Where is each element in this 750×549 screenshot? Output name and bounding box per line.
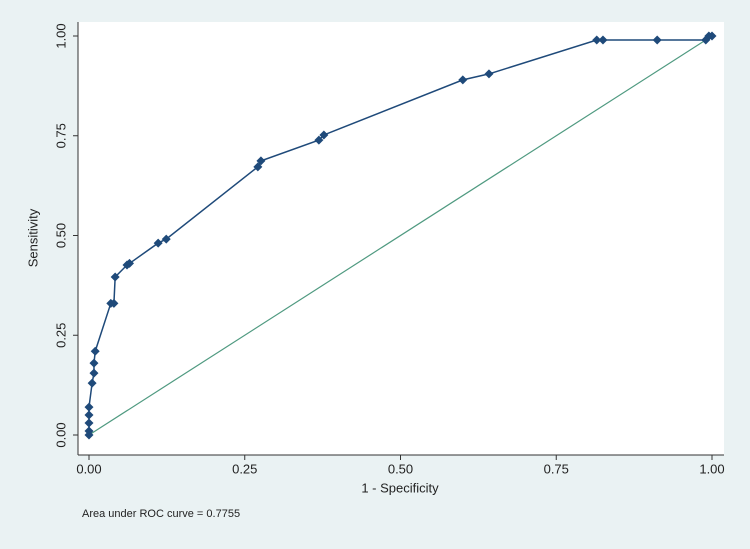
- y-tick-label: 0.00: [53, 422, 68, 447]
- point-marker: [84, 410, 94, 420]
- point-marker: [89, 358, 99, 368]
- x-tick-label: 0.75: [544, 461, 569, 476]
- point-marker: [458, 75, 468, 85]
- x-axis-label: 1 - Specificity: [361, 480, 439, 495]
- x-tick-label: 0.25: [232, 461, 257, 476]
- x-tick-label: 0.50: [388, 461, 413, 476]
- reference-line: [88, 35, 713, 436]
- point-marker: [84, 426, 94, 436]
- point-marker: [484, 69, 494, 79]
- annotation: Area under ROC curve = 0.7755: [82, 508, 240, 520]
- point-marker: [89, 368, 99, 378]
- point-marker: [253, 162, 263, 172]
- y-tick-label: 0.50: [53, 223, 68, 248]
- point-marker: [84, 418, 94, 428]
- point-marker: [110, 272, 120, 282]
- y-tick-label: 0.75: [53, 123, 68, 148]
- point-marker: [256, 156, 266, 166]
- y-tick-label: 0.25: [53, 323, 68, 348]
- point-marker: [124, 258, 134, 268]
- point-marker: [84, 402, 94, 412]
- plot-area: [78, 22, 724, 455]
- y-axis-label: Sensitivity: [25, 208, 40, 267]
- x-tick-label: 1.00: [699, 461, 724, 476]
- point-marker: [598, 35, 608, 45]
- point-marker: [319, 130, 329, 140]
- point-marker: [592, 35, 602, 45]
- point-marker: [109, 298, 119, 308]
- point-marker: [314, 135, 324, 145]
- point-marker: [90, 346, 100, 356]
- point-marker: [707, 31, 717, 41]
- point-marker: [87, 378, 97, 388]
- point-marker: [153, 238, 163, 248]
- x-tick-label: 0.00: [76, 461, 101, 476]
- y-tick-label: 1.00: [53, 23, 68, 48]
- point-marker: [652, 35, 662, 45]
- point-marker: [161, 234, 171, 244]
